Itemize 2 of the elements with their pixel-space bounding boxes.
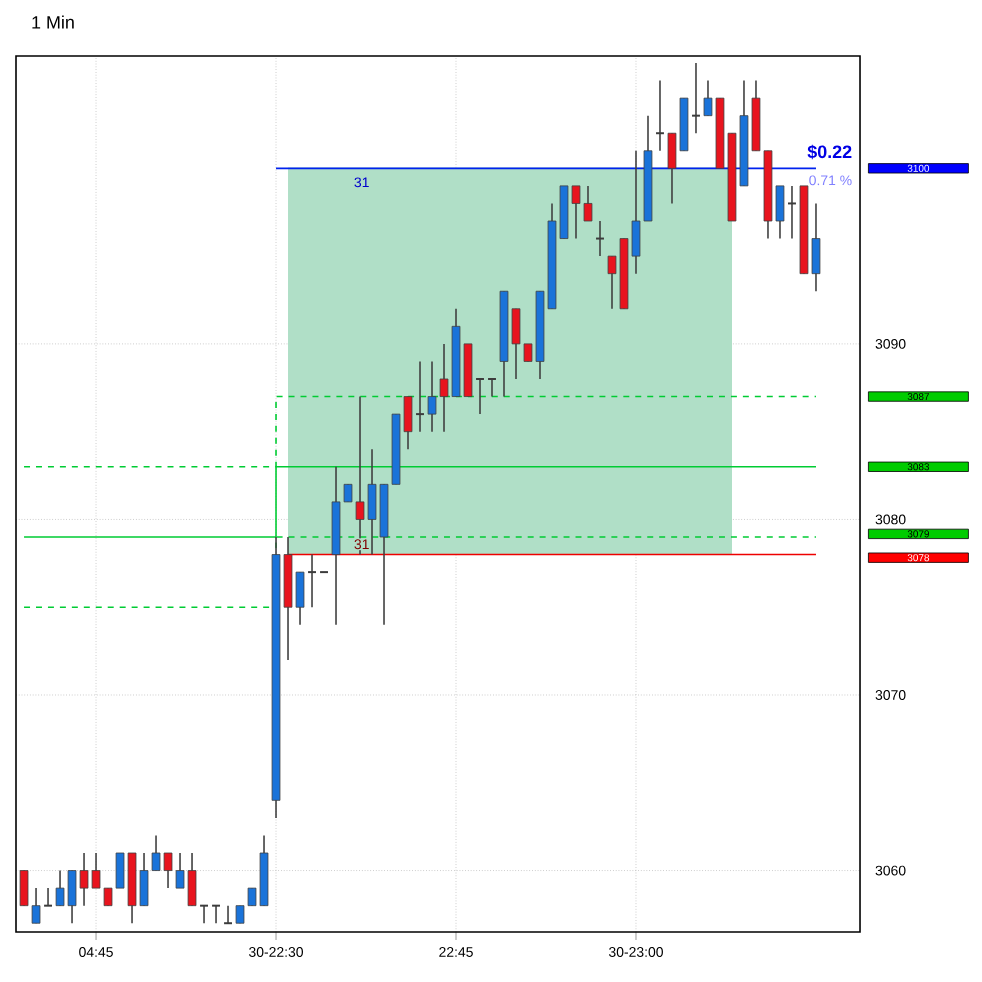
chart-title: 1 Min: [32, 15, 74, 29]
annotation: $0.22: [807, 144, 852, 160]
